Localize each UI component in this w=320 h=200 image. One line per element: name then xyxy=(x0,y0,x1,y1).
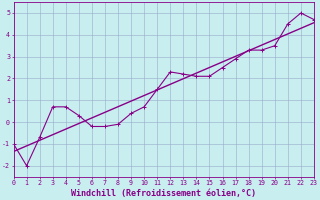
X-axis label: Windchill (Refroidissement éolien,°C): Windchill (Refroidissement éolien,°C) xyxy=(71,189,256,198)
